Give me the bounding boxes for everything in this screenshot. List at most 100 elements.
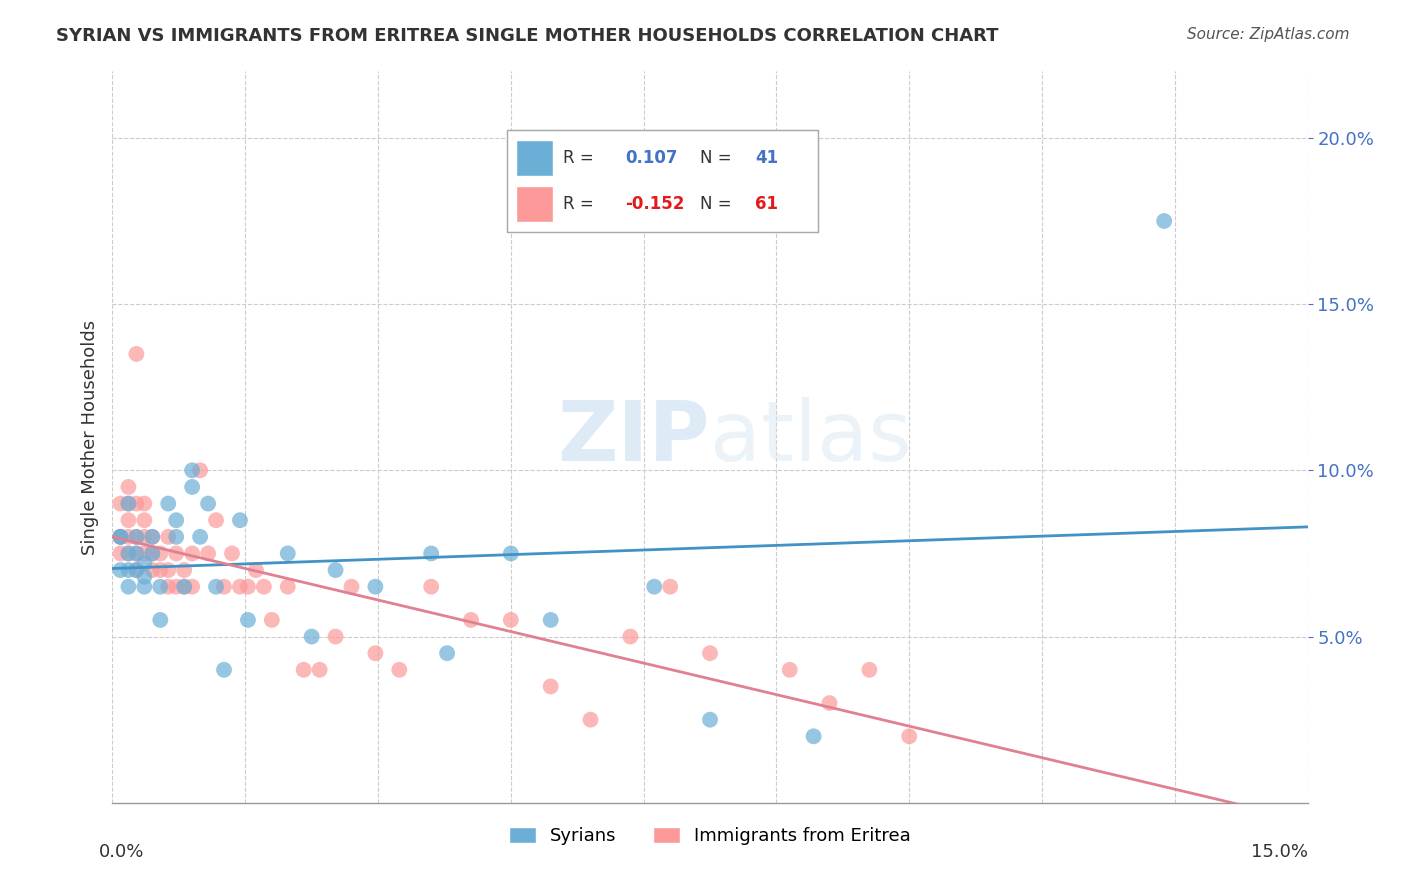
Point — [141, 546, 163, 560]
Point — [125, 530, 148, 544]
Point — [134, 557, 156, 571]
Point — [181, 580, 204, 594]
Point — [245, 563, 267, 577]
Point — [117, 563, 139, 577]
Point — [181, 480, 204, 494]
Point — [260, 613, 283, 627]
Point — [125, 546, 148, 560]
Point — [340, 580, 363, 594]
Point — [197, 546, 219, 560]
Point — [858, 663, 880, 677]
Point — [619, 630, 641, 644]
Point — [173, 580, 195, 594]
Point — [110, 530, 132, 544]
Point — [125, 497, 148, 511]
Point — [579, 713, 602, 727]
Point — [540, 680, 562, 694]
Point — [110, 530, 132, 544]
Point — [292, 663, 315, 677]
Point — [229, 513, 252, 527]
Point — [141, 563, 163, 577]
Text: SYRIAN VS IMMIGRANTS FROM ERITREA SINGLE MOTHER HOUSEHOLDS CORRELATION CHART: SYRIAN VS IMMIGRANTS FROM ERITREA SINGLE… — [56, 27, 998, 45]
Point — [134, 570, 156, 584]
Point — [205, 580, 228, 594]
Point — [436, 646, 458, 660]
Point — [117, 497, 139, 511]
Point — [134, 580, 156, 594]
Point — [157, 563, 180, 577]
Point — [277, 546, 299, 560]
Text: ZIP: ZIP — [558, 397, 710, 477]
Point — [149, 563, 172, 577]
Point — [540, 613, 562, 627]
Point — [188, 463, 211, 477]
Point — [197, 497, 219, 511]
Point — [308, 663, 330, 677]
Point — [117, 580, 139, 594]
Point — [134, 497, 156, 511]
Legend: Syrians, Immigrants from Eritrea: Syrians, Immigrants from Eritrea — [502, 820, 918, 852]
Point — [110, 563, 132, 577]
Point — [134, 513, 156, 527]
Point — [149, 580, 172, 594]
Point — [134, 546, 156, 560]
Point — [110, 497, 132, 511]
Y-axis label: Single Mother Households: Single Mother Households — [80, 319, 98, 555]
Point — [125, 563, 148, 577]
Point — [325, 630, 347, 644]
Text: Source: ZipAtlas.com: Source: ZipAtlas.com — [1187, 27, 1350, 42]
Point — [165, 513, 187, 527]
Point — [141, 546, 163, 560]
Point — [117, 530, 139, 544]
Point — [157, 580, 180, 594]
Point — [117, 480, 139, 494]
Point — [420, 580, 443, 594]
Point — [181, 546, 204, 560]
Text: atlas: atlas — [710, 397, 911, 477]
Point — [157, 497, 180, 511]
Point — [388, 663, 411, 677]
Point — [188, 530, 211, 544]
Point — [364, 580, 387, 594]
Point — [898, 729, 921, 743]
Point — [699, 646, 721, 660]
Point — [253, 580, 276, 594]
Point — [157, 530, 180, 544]
Text: 0.0%: 0.0% — [98, 843, 143, 861]
Point — [125, 530, 148, 544]
Point — [149, 613, 172, 627]
Point — [325, 563, 347, 577]
Point — [460, 613, 482, 627]
Point — [643, 580, 665, 594]
Point — [221, 546, 243, 560]
Point — [173, 580, 195, 594]
Point — [125, 546, 148, 560]
Point — [165, 546, 187, 560]
Point — [110, 530, 132, 544]
Point — [236, 613, 259, 627]
Point — [117, 497, 139, 511]
Point — [699, 713, 721, 727]
Point — [1153, 214, 1175, 228]
Point — [110, 530, 132, 544]
Point — [212, 663, 235, 677]
Point — [818, 696, 841, 710]
Point — [117, 546, 139, 560]
Point — [173, 563, 195, 577]
Point — [165, 530, 187, 544]
Point — [420, 546, 443, 560]
Point — [141, 530, 163, 544]
Point — [181, 463, 204, 477]
Point — [149, 546, 172, 560]
Point — [499, 613, 522, 627]
Point — [499, 546, 522, 560]
Point — [229, 580, 252, 594]
Point — [364, 646, 387, 660]
Point — [803, 729, 825, 743]
Point — [125, 347, 148, 361]
Point — [110, 546, 132, 560]
Text: 15.0%: 15.0% — [1250, 843, 1308, 861]
Point — [117, 546, 139, 560]
Point — [165, 580, 187, 594]
Point — [134, 530, 156, 544]
